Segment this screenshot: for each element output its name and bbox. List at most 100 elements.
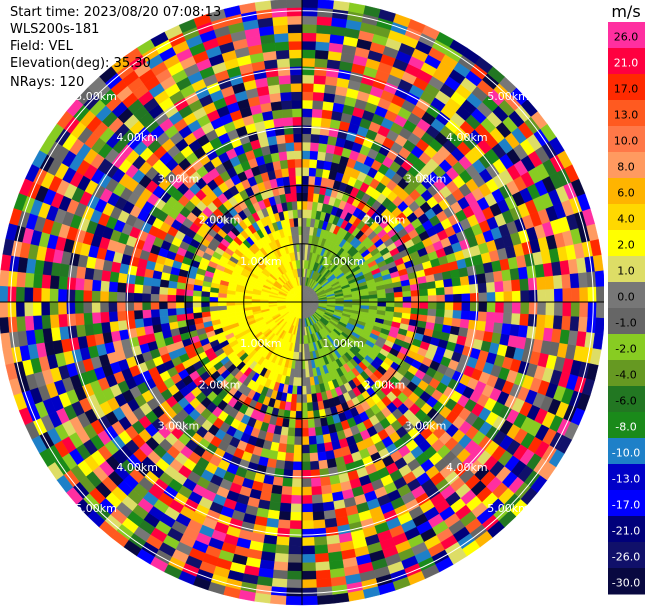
colorbar-tick: 26.0 xyxy=(614,31,639,44)
velocity-gate xyxy=(23,301,34,317)
velocity-gate xyxy=(315,159,325,170)
velocity-gate xyxy=(286,579,303,589)
velocity-gate xyxy=(444,293,454,303)
velocity-gate xyxy=(84,323,95,337)
ring-label: 1.00km xyxy=(240,255,282,268)
velocity-gate xyxy=(91,312,102,325)
velocity-gate xyxy=(15,271,27,288)
velocity-gate xyxy=(322,92,336,103)
velocity-gate xyxy=(316,577,333,589)
velocity-gate xyxy=(58,314,68,328)
velocity-gate xyxy=(276,536,290,546)
velocity-gate xyxy=(100,270,112,283)
velocity-gate xyxy=(142,317,153,328)
ring-label: 4.00km xyxy=(446,461,488,474)
velocity-gate xyxy=(274,468,285,479)
velocity-gate xyxy=(0,270,10,287)
velocity-gate xyxy=(0,317,10,334)
velocity-gate xyxy=(301,385,308,395)
velocity-gate xyxy=(294,436,303,446)
velocity-gate xyxy=(284,460,294,471)
velocity-gate xyxy=(175,288,186,297)
velocity-gate xyxy=(100,280,110,293)
velocity-gate xyxy=(292,116,303,126)
velocity-gate xyxy=(495,291,505,303)
velocity-gate xyxy=(332,592,350,604)
velocity-gate xyxy=(24,272,35,289)
velocity-gate xyxy=(296,402,303,412)
velocity-gate xyxy=(167,301,177,310)
velocity-gate xyxy=(323,509,337,520)
velocity-gate xyxy=(0,332,12,350)
velocity-gate xyxy=(468,319,479,330)
velocity-gate xyxy=(117,320,128,332)
velocity-gate xyxy=(301,453,311,463)
velocity-gate xyxy=(267,509,281,520)
velocity-gate xyxy=(108,301,118,313)
velocity-gate xyxy=(297,377,303,387)
velocity-gate xyxy=(7,286,17,303)
velocity-gate xyxy=(289,74,303,84)
velocity-gate xyxy=(418,288,429,297)
velocity-gate xyxy=(562,301,572,317)
velocity-gate xyxy=(537,301,547,316)
velocity-gate xyxy=(301,23,317,34)
velocity-gate xyxy=(317,594,334,605)
velocity-gate xyxy=(91,279,102,292)
ring-label: 3.00km xyxy=(405,420,447,433)
velocity-gate xyxy=(509,267,520,281)
velocity-gate xyxy=(282,418,290,428)
velocity-gate xyxy=(486,291,496,303)
velocity-gate xyxy=(288,175,297,186)
velocity-gate xyxy=(288,545,303,555)
velocity-gate xyxy=(288,40,303,51)
ring-label: 3.00km xyxy=(158,172,200,185)
velocity-gate xyxy=(324,152,334,163)
velocity-gate xyxy=(66,301,76,315)
velocity-gate xyxy=(519,313,530,327)
velocity-gate xyxy=(99,291,109,303)
velocity-gate xyxy=(552,274,563,290)
velocity-gate xyxy=(217,297,227,303)
velocity-gate xyxy=(284,133,294,144)
velocity-gate xyxy=(32,287,42,303)
velocity-gate xyxy=(307,402,314,412)
velocity-gate xyxy=(32,301,42,317)
velocity-gate xyxy=(310,460,320,471)
velocity-gate xyxy=(301,528,315,538)
velocity-gate xyxy=(275,134,286,145)
velocity-gate xyxy=(301,141,311,151)
velocity-gate xyxy=(301,57,316,67)
colorbar-tick: 17.0 xyxy=(614,83,639,96)
velocity-gate xyxy=(276,451,287,462)
velocity-gate xyxy=(511,278,521,292)
velocity-gate xyxy=(427,301,437,310)
ring-label: 5.00km xyxy=(75,502,117,515)
velocity-gate xyxy=(15,286,25,303)
velocity-gate xyxy=(314,536,328,546)
velocity-gate xyxy=(503,290,513,303)
velocity-gate xyxy=(292,469,303,480)
velocity-gate xyxy=(301,0,319,9)
velocity-gate xyxy=(301,150,311,160)
colorbar-tick: -10.0 xyxy=(612,447,640,460)
velocity-gate xyxy=(587,301,597,318)
velocity-gate xyxy=(108,311,119,323)
velocity-gate xyxy=(316,151,326,161)
velocity-gate xyxy=(291,486,303,496)
velocity-gate xyxy=(537,288,547,303)
ring-label: 5.00km xyxy=(75,90,117,103)
velocity-gate xyxy=(301,444,311,454)
velocity-gate xyxy=(435,286,446,296)
velocity-gate xyxy=(277,74,291,85)
velocity-gate xyxy=(314,544,329,555)
velocity-gate xyxy=(209,292,219,298)
velocity-gate xyxy=(280,426,290,437)
velocity-gate xyxy=(280,100,293,110)
velocity-gate xyxy=(586,316,597,334)
velocity-gate xyxy=(443,278,453,288)
velocity-gate xyxy=(268,501,282,512)
velocity-gate xyxy=(469,310,479,321)
velocity-gate xyxy=(266,75,280,87)
velocity-gate xyxy=(84,267,95,281)
